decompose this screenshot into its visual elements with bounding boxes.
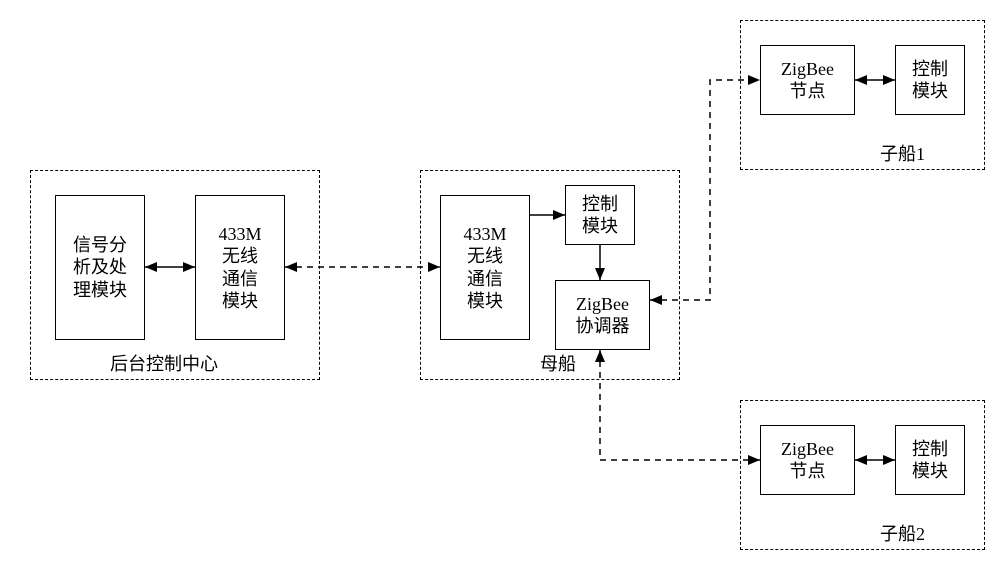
node-c2_zb: ZigBee 节点 — [760, 425, 855, 495]
node-c1_ctrl: 控制 模块 — [895, 45, 965, 115]
group-label-child2: 子船2 — [880, 520, 925, 546]
node-cc_433m: 433M 无线 通信 模块 — [195, 195, 285, 340]
node-ms_zb: ZigBee 协调器 — [555, 280, 650, 350]
diagram-container: 后台控制中心 母船 子船1 子船2 信号分 析及处 理模块 433M 无线 通信 模块 43… — [0, 0, 1000, 571]
node-ms_ctrl: 控制 模块 — [565, 185, 635, 245]
group-label-mothership: 母船 — [540, 350, 576, 376]
group-label-control_center: 后台控制中心 — [110, 350, 218, 376]
node-c1_zb: ZigBee 节点 — [760, 45, 855, 115]
node-ms_433m: 433M 无线 通信 模块 — [440, 195, 530, 340]
node-c2_ctrl: 控制 模块 — [895, 425, 965, 495]
node-cc_signal: 信号分 析及处 理模块 — [55, 195, 145, 340]
group-label-child1: 子船1 — [880, 140, 925, 166]
